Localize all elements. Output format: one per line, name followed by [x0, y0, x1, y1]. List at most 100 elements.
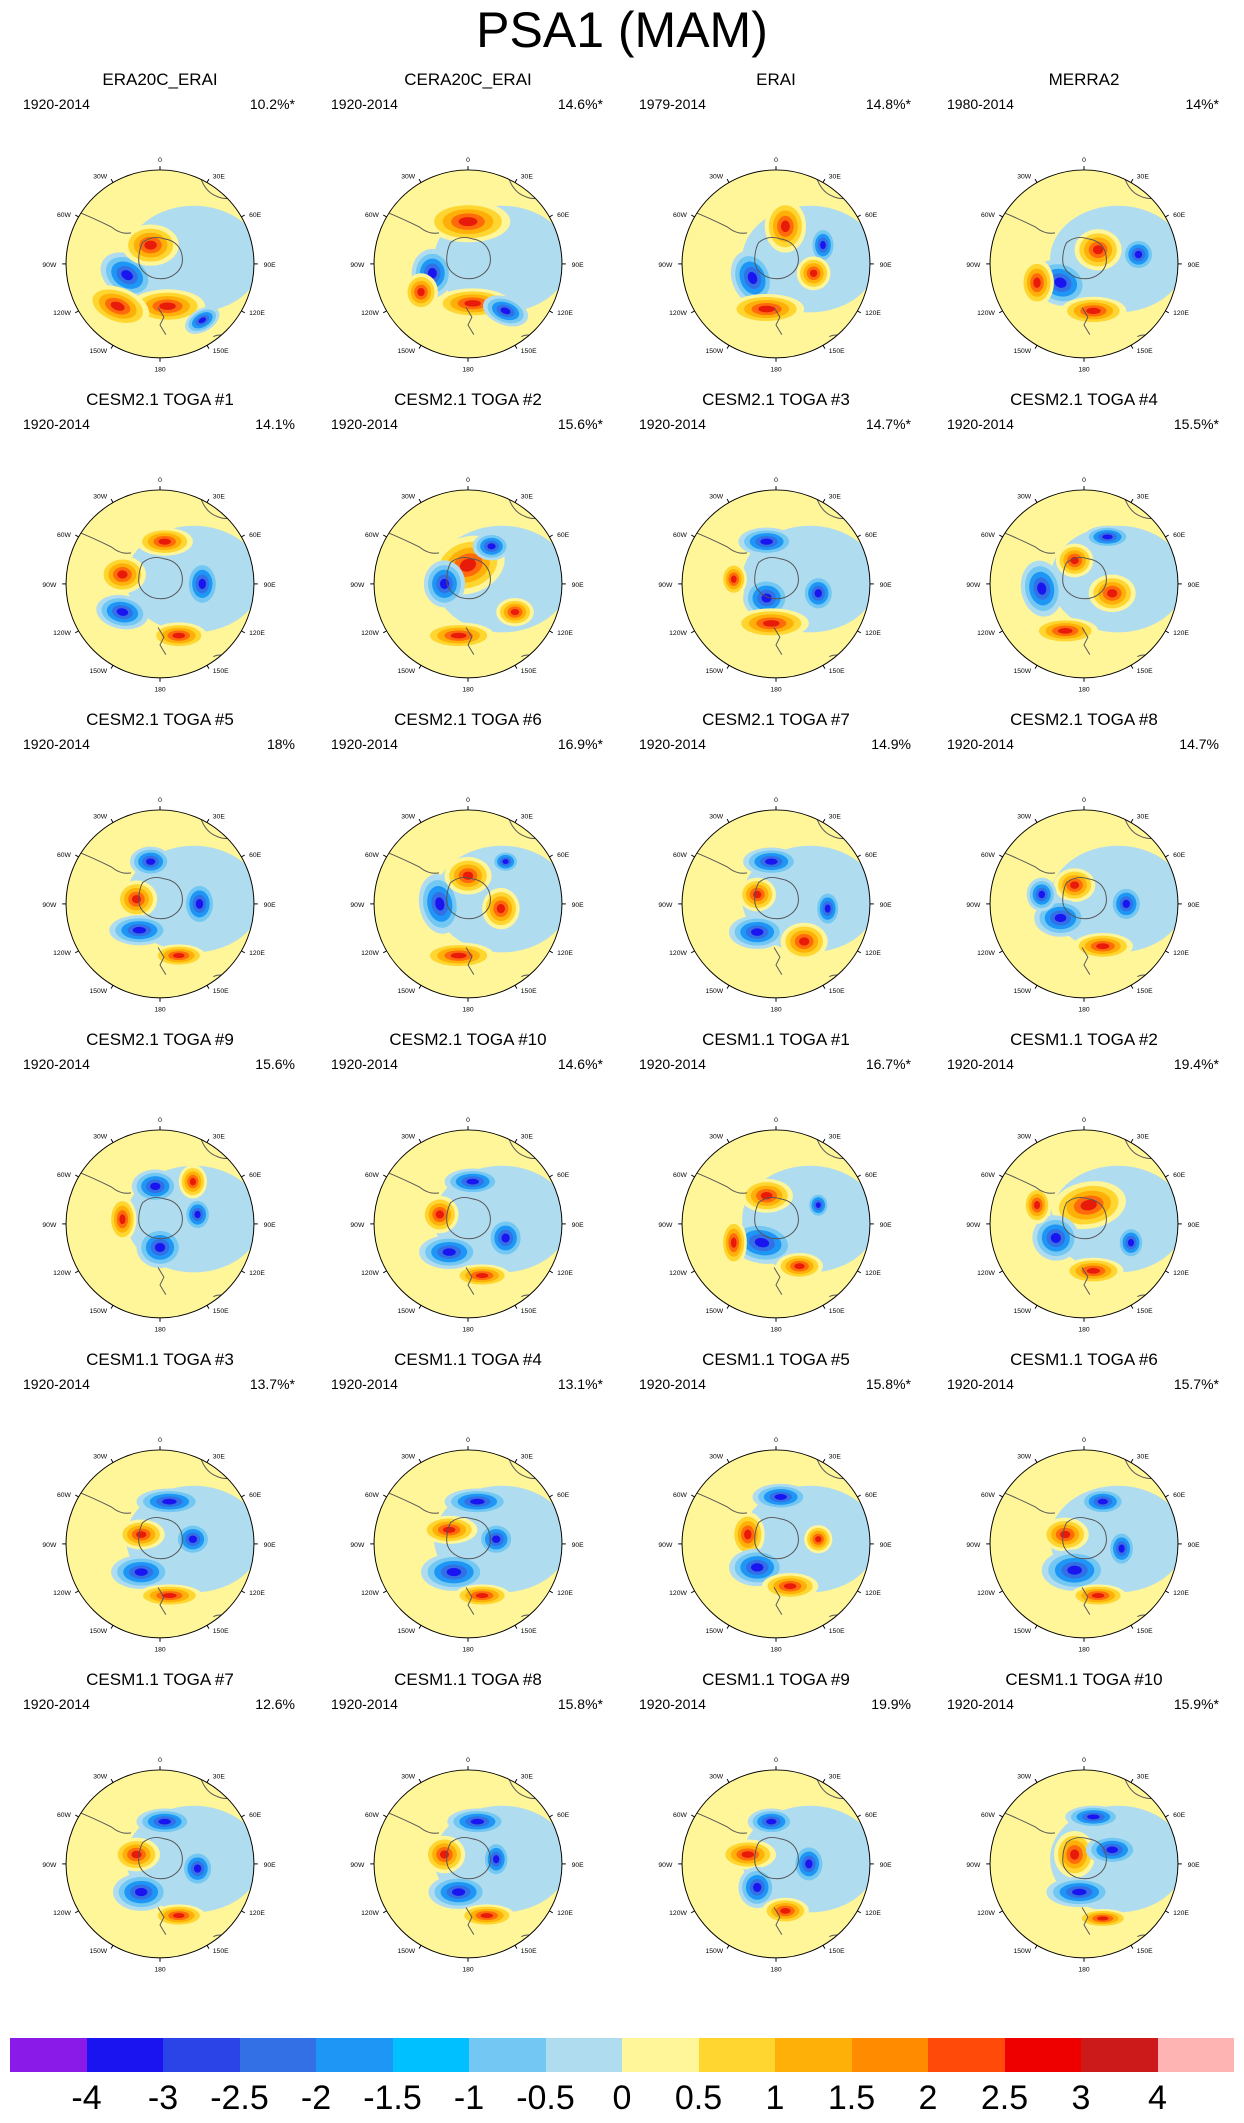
longitude-label: 120W: [669, 950, 687, 957]
longitude-tick: [1130, 1625, 1134, 1629]
panel-variance: 15.9%*: [1173, 1696, 1219, 1712]
longitude-label: 150W: [90, 1948, 108, 1955]
positive-anomaly-contour: [158, 538, 171, 545]
longitude-label: 120W: [977, 310, 995, 317]
longitude-tick: [418, 1778, 422, 1783]
longitude-label: 60W: [57, 852, 72, 859]
longitude-label: 150W: [1014, 1628, 1032, 1635]
longitude-tick: [110, 1945, 114, 1949]
longitude-label: 60W: [365, 1492, 380, 1499]
longitude-tick: [691, 854, 695, 858]
panel-title: CESM2.1 TOGA #6: [394, 710, 542, 729]
longitude-label: 0: [774, 1437, 778, 1444]
longitude-label: 120E: [865, 950, 881, 957]
positive-anomaly-contour: [131, 1850, 142, 1859]
longitude-label: 0: [774, 477, 778, 484]
longitude-tick: [110, 985, 114, 989]
longitude-label: 30W: [1017, 814, 1032, 821]
longitude-tick: [383, 854, 387, 858]
longitude-label: 150E: [521, 988, 537, 995]
longitude-label: 150W: [1014, 348, 1032, 355]
longitude-label: 180: [1078, 1966, 1090, 1973]
longitude-label: 150E: [1137, 1308, 1153, 1315]
colorbar-swatch: [622, 2038, 699, 2072]
longitude-tick: [822, 985, 826, 989]
longitude-label: 90E: [264, 582, 277, 589]
map-panel: 0 30E 60E 90E 120E 150E 180 150W 120W 90W 60W 30W CE…: [5, 1030, 315, 1350]
longitude-label: 120W: [361, 310, 379, 317]
longitude-tick: [1130, 1778, 1134, 1783]
longitude-label: 90E: [880, 262, 893, 269]
longitude-label: 90W: [350, 902, 365, 909]
longitude-label: 30W: [709, 174, 724, 181]
positive-anomaly-contour: [173, 953, 185, 959]
longitude-tick: [206, 345, 210, 349]
longitude-tick: [999, 1270, 1003, 1274]
longitude-tick: [1034, 985, 1038, 989]
longitude-label: 60W: [365, 852, 380, 859]
map-panel: 0 30E 60E 90E 120E 150E 180 150W 120W 90W 60W 30W CE…: [929, 1030, 1239, 1350]
longitude-tick: [514, 498, 518, 503]
page-title: PSA1 (MAM): [476, 2, 768, 58]
longitude-label: 120E: [865, 630, 881, 637]
longitude-tick: [110, 1458, 114, 1463]
negative-anomaly-contour: [439, 578, 450, 590]
positive-anomaly-contour: [1092, 245, 1104, 255]
longitude-tick: [857, 1814, 861, 1818]
longitude-label: 120E: [249, 630, 265, 637]
longitude-label: 30E: [1137, 1774, 1150, 1781]
longitude-label: 90W: [658, 1862, 673, 1869]
longitude-tick: [1165, 1494, 1169, 1498]
antarctica-coastline: [754, 556, 799, 600]
longitude-label: 150W: [90, 1308, 108, 1315]
longitude-tick: [1130, 498, 1134, 503]
longitude-label: 90E: [264, 1862, 277, 1869]
longitude-tick: [514, 1458, 518, 1463]
negative-anomaly-contour: [470, 1818, 485, 1825]
longitude-tick: [1165, 310, 1169, 314]
positive-anomaly-contour: [1070, 881, 1080, 889]
panel-period: 1920-2014: [947, 736, 1014, 752]
longitude-tick: [857, 950, 861, 954]
longitude-tick: [999, 1590, 1003, 1594]
new-zealand-coastline: [157, 627, 167, 655]
south-america-coastline: [683, 207, 748, 234]
longitude-label: 0: [774, 157, 778, 164]
longitude-tick: [1034, 1778, 1038, 1783]
colorbar-swatch: [775, 2038, 852, 2072]
antarctica-coastline: [138, 1196, 183, 1240]
longitude-tick: [241, 950, 245, 954]
longitude-label: 60W: [981, 212, 996, 219]
panel-period: 1920-2014: [331, 736, 398, 752]
longitude-label: 90E: [880, 902, 893, 909]
longitude-label: 60W: [673, 532, 688, 539]
longitude-tick: [241, 854, 245, 858]
longitude-label: 30E: [521, 1774, 534, 1781]
longitude-label: 60E: [557, 532, 570, 539]
longitude-label: 30W: [93, 1774, 108, 1781]
longitude-label: 120E: [249, 1590, 265, 1597]
negative-anomaly-contour: [451, 1888, 466, 1896]
panel-variance: 14.7%: [1179, 736, 1219, 752]
longitude-tick: [110, 1138, 114, 1143]
panel-variance: 16.9%*: [557, 736, 603, 752]
longitude-tick: [857, 214, 861, 218]
longitude-label: 120E: [1173, 1270, 1189, 1277]
positive-anomaly-contour: [744, 1529, 752, 1540]
new-zealand-coastline: [1081, 307, 1091, 335]
map-panel: 0 30E 60E 90E 120E 150E 180 150W 120W 90W 60W 30W CE…: [621, 1030, 931, 1350]
polar-map: 0 30E 60E 90E 120E 150E 180 150W 120W 90W 60W 30W: [658, 477, 892, 693]
longitude-tick: [1165, 630, 1169, 634]
longitude-label: 90W: [42, 1542, 57, 1549]
longitude-tick: [110, 1305, 114, 1309]
map-panel: 0 30E 60E 90E 120E 150E 180 150W 120W 90W 60W 30W CE…: [929, 1350, 1239, 1670]
map-panel: 0 30E 60E 90E 120E 150E 180 150W 120W 90W 60W 30W CE…: [313, 390, 623, 710]
longitude-label: 30W: [709, 494, 724, 501]
longitude-tick: [726, 985, 730, 989]
polar-map: 0 30E 60E 90E 120E 150E 180 150W 120W 90W 60W 30W: [966, 1437, 1200, 1653]
longitude-label: 180: [462, 1006, 474, 1013]
longitude-tick: [418, 1138, 422, 1143]
longitude-tick: [549, 1174, 553, 1178]
longitude-label: 150W: [398, 1628, 416, 1635]
longitude-label: 120W: [669, 630, 687, 637]
